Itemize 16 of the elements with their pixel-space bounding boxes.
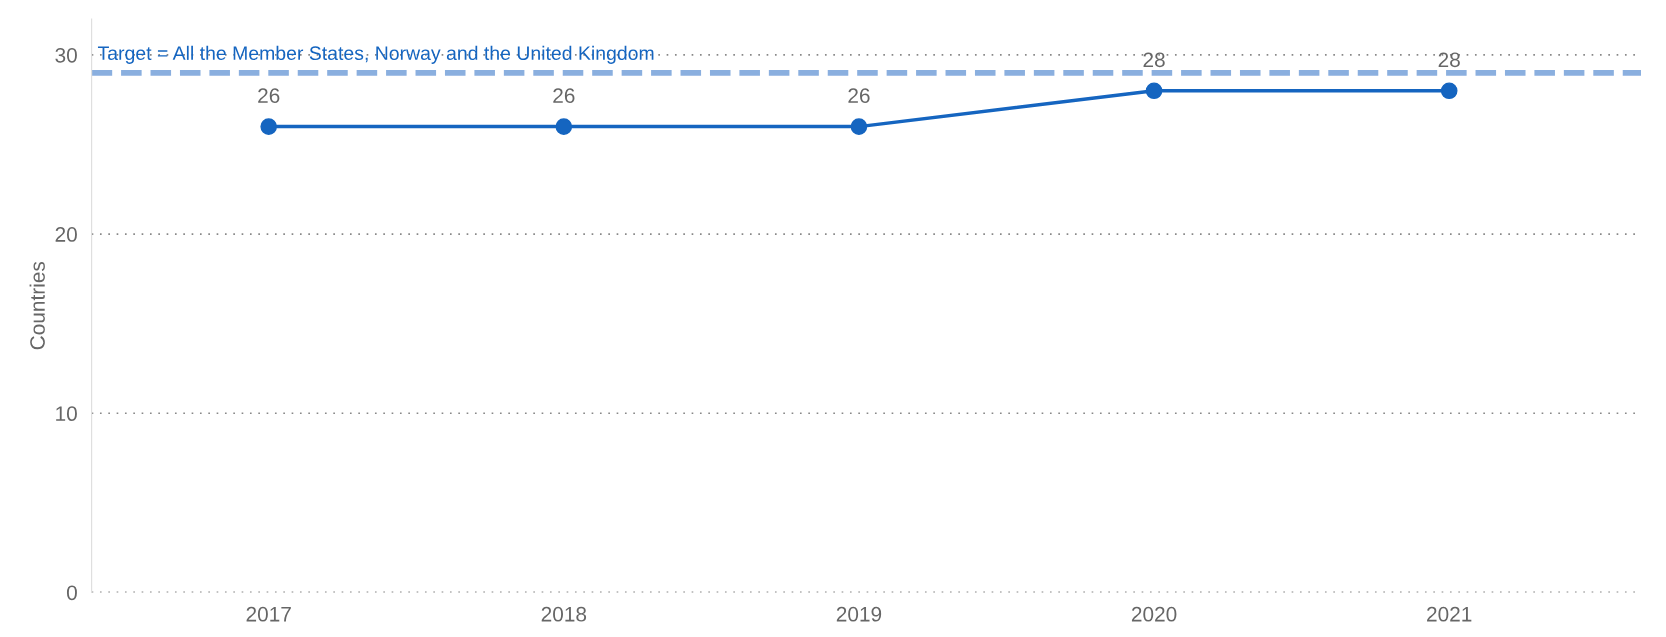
x-tick-label: 2021	[1427, 606, 1472, 622]
x-tick-label: 2017	[246, 606, 291, 622]
ref-line-label: Target = All the Member States, Norway and the United Kingdom	[97, 45, 654, 64]
data-label: 26	[258, 88, 280, 104]
y-tick-label: 20	[55, 227, 77, 242]
x-tick-label: 2020	[1131, 606, 1177, 622]
x-tick-label: 2019	[836, 606, 882, 622]
y-axis-title: Countries	[29, 261, 45, 350]
y-tick-label: 30	[55, 47, 77, 63]
data-label: 26	[553, 88, 575, 104]
data-label: 28	[1143, 52, 1165, 68]
data-label: 26	[848, 88, 870, 104]
x-tick-label: 2018	[541, 606, 587, 622]
y-tick-label: 10	[56, 406, 77, 422]
data-label: 28	[1438, 52, 1460, 68]
y-tick-label: 0	[66, 585, 77, 601]
